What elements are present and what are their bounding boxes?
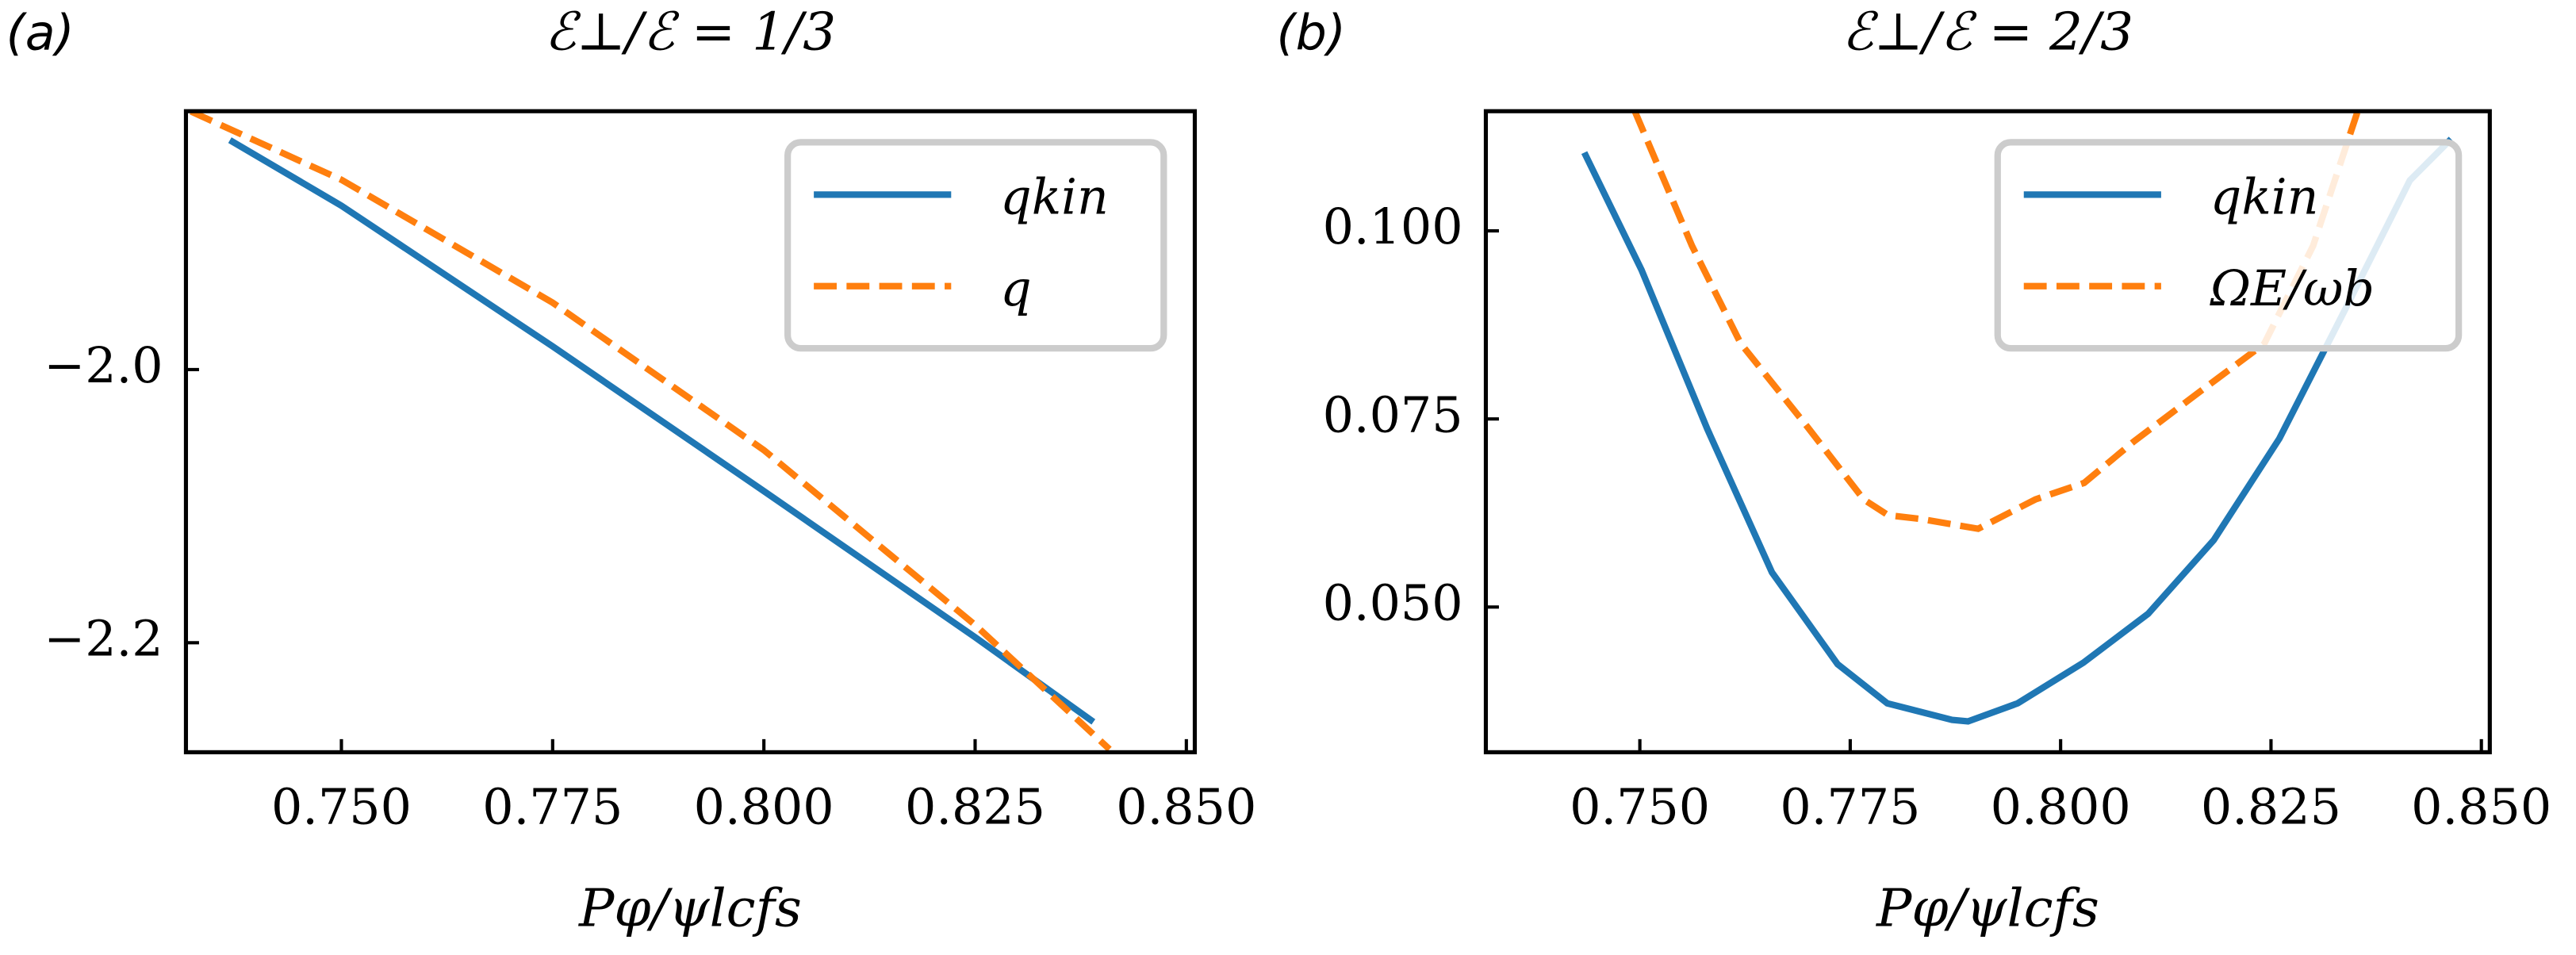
x-tick-label: 0.775 [482,779,623,836]
data-line [190,111,1112,752]
x-tick-label: 0.800 [694,779,834,836]
data-line [1631,111,2361,532]
panel: (a) ℰ⊥/ℰ = 1/3 Pφ/ψlcfs 0.750 0.775 0.800 0.82… [6,1,1257,938]
plot-area [1581,111,2454,725]
data-line [1581,136,2454,725]
legend: qkin q [784,139,1167,352]
chart-title: ℰ⊥/ℰ = 2/3 [1842,1,2134,62]
plot-area [190,111,1112,752]
plot-frame [183,109,1198,754]
x-tick-label: 0.800 [1991,779,2131,836]
y-tick-label: −2.2 [44,610,163,667]
data-line [228,137,1096,725]
x-tick-label: 0.825 [905,779,1045,836]
x-tick-label: 0.750 [1570,779,1710,836]
x-axis-label: Pφ/ψlcfs [1876,877,2099,938]
panel-label: (a) [6,4,75,61]
legend-label: qkin [2210,169,2319,226]
plot-frame [1483,109,2492,754]
y-tick-label: 0.050 [1323,574,1463,631]
x-tick-label: 0.825 [2201,779,2341,836]
panel: (b) ℰ⊥/ℰ = 2/3 Pφ/ψlcfs 0.750 0.775 0.800 0.82… [1277,1,2552,938]
x-tick-label: 0.775 [1780,779,1920,836]
x-tick-label: 0.750 [271,779,412,836]
x-axis-label: Pφ/ψlcfs [578,877,802,938]
legend-label: ΩE/ωb [2210,260,2375,317]
y-tick-label: 0.075 [1323,386,1463,443]
chart-title: ℰ⊥/ℰ = 1/3 [545,1,837,62]
legend-label: qkin [1000,169,1109,226]
legend: qkin ΩE/ωb [1994,139,2463,352]
y-tick-label: −2.0 [44,337,163,394]
panel-label: (b) [1277,4,1347,61]
x-tick-label: 0.850 [1116,779,1256,836]
y-tick-label: 0.100 [1323,198,1463,255]
x-tick-label: 0.850 [2411,779,2551,836]
legend-label: q [1000,260,1032,317]
